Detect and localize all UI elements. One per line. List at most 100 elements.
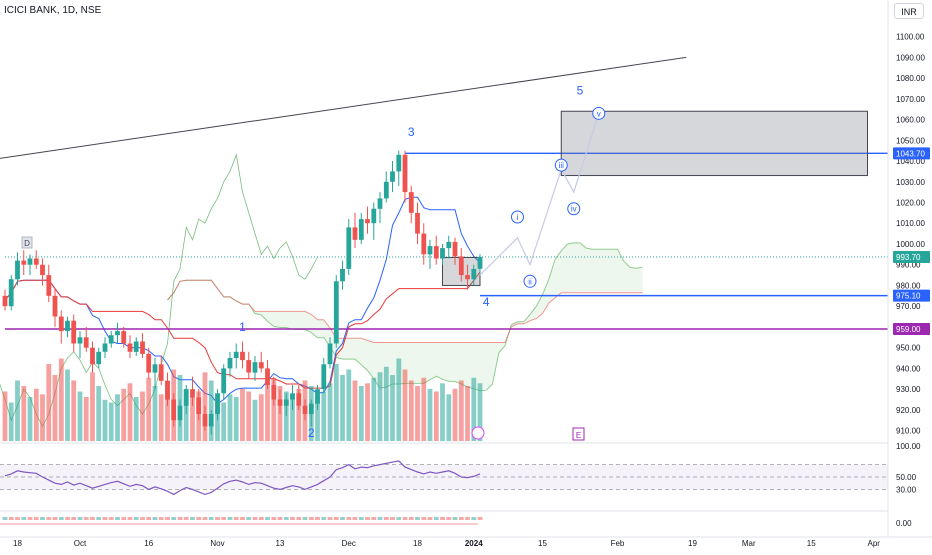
volume-bar xyxy=(71,381,76,442)
lower-indicator-bar xyxy=(409,517,414,520)
lower-indicator-bar xyxy=(271,517,276,520)
lower-indicator-bar xyxy=(15,517,20,520)
candle-body xyxy=(271,385,276,400)
lower-indicator-bar xyxy=(465,517,470,520)
lower-indicator-bar xyxy=(278,517,283,520)
candle-body xyxy=(315,389,320,404)
drawing-boxes[interactable] xyxy=(443,111,868,285)
price-tick: 940.00 xyxy=(896,364,921,373)
lower-indicator-bar xyxy=(215,517,220,520)
subwave-label-5: v xyxy=(597,109,601,118)
cloud-fill xyxy=(168,243,643,391)
lower-indicator-bar xyxy=(434,517,439,520)
price-tick: 1090.00 xyxy=(896,53,925,62)
volume-bar xyxy=(428,389,433,441)
candle-body xyxy=(59,317,64,332)
candle-body xyxy=(446,242,451,248)
volume-bar xyxy=(96,386,101,441)
volume-bar xyxy=(221,403,226,442)
candle-body xyxy=(40,265,45,275)
volume-bar xyxy=(228,394,233,441)
lower-indicator-bar xyxy=(228,517,233,520)
candle-body xyxy=(346,227,351,269)
lower-tick: 0.00 xyxy=(896,519,912,528)
price-tick: 910.00 xyxy=(896,427,921,436)
wave-label-3: 3 xyxy=(408,125,415,139)
candle-body xyxy=(121,331,126,343)
lower-indicator-bar xyxy=(78,517,83,520)
time-label: 18 xyxy=(413,539,422,548)
volume-bar xyxy=(134,397,139,441)
volume-bar xyxy=(371,378,376,441)
candle-body xyxy=(228,358,233,368)
volume-bar xyxy=(421,378,426,441)
lower-indicator-bar xyxy=(284,517,289,520)
candle-body xyxy=(215,393,220,414)
time-axis[interactable]: 18Oct16Nov13Dec18202415Feb19Mar15Apr15 xyxy=(0,537,932,548)
lower-indicator-bar xyxy=(165,517,170,520)
lower-indicator-bar xyxy=(371,517,376,520)
wave-label-5: 5 xyxy=(577,84,584,98)
volume-bar xyxy=(259,394,264,441)
currency-button[interactable]: INR xyxy=(894,3,924,19)
candle-body xyxy=(159,364,164,381)
lower-indicator-bar xyxy=(453,517,458,520)
volume-bar xyxy=(121,389,126,441)
candle-body xyxy=(34,259,39,265)
lower-indicator-bar xyxy=(46,517,51,520)
lower-indicator-bar xyxy=(446,517,451,520)
price-tick: 1020.00 xyxy=(896,199,925,208)
candle-body xyxy=(21,261,26,265)
volume-bar xyxy=(78,392,83,442)
lower-indicator-bar xyxy=(234,517,239,520)
price-tag-label-2: 993.70 xyxy=(896,253,921,262)
candle-body xyxy=(415,213,420,234)
price-tick: 1030.00 xyxy=(896,178,925,187)
lower-indicator-bar xyxy=(365,517,370,520)
volume-bar xyxy=(440,383,445,441)
lower-indicator-bar xyxy=(96,517,101,520)
candle-body xyxy=(103,344,108,352)
volume-bar xyxy=(84,397,89,441)
lower-indicator-bar xyxy=(28,517,33,520)
volume-bar xyxy=(3,392,8,442)
price-tag-label-1: 1043.70 xyxy=(896,149,925,158)
subwave-label-2: ii xyxy=(528,277,532,286)
time-label: Mar xyxy=(742,539,756,548)
lower-indicator-bar xyxy=(334,517,339,520)
lower-indicator-bar xyxy=(328,517,333,520)
candle-body xyxy=(321,364,326,389)
volume-bar xyxy=(378,372,383,441)
price-tick: 1000.00 xyxy=(896,240,925,249)
candle-body xyxy=(15,261,20,280)
volume-bar xyxy=(146,378,151,441)
lower-indicator-bar xyxy=(321,517,326,520)
volume-bar xyxy=(34,389,39,441)
symbol-title[interactable]: ICICI BANK, 1D, NSE xyxy=(4,5,101,16)
candle-body xyxy=(296,393,301,405)
lower-indicator-bar xyxy=(34,517,39,520)
volume-bar xyxy=(40,394,45,441)
lower-indicator-bar xyxy=(59,517,64,520)
volume-bar xyxy=(59,359,64,442)
volume-bar xyxy=(15,381,20,442)
volume-bar xyxy=(384,367,389,441)
time-label: 15 xyxy=(538,539,547,548)
candle-body xyxy=(378,198,383,208)
lower-indicator-bar xyxy=(109,517,114,520)
lower-indicator-bar xyxy=(378,517,383,520)
lower-indicator-bar xyxy=(178,517,183,520)
candle-body xyxy=(109,335,114,343)
lower-indicator-bar xyxy=(65,517,70,520)
candle-body xyxy=(309,404,314,414)
lower-indicator-bar xyxy=(9,517,14,520)
lower-indicator-bar xyxy=(478,517,483,520)
lower-indicator-bar xyxy=(346,517,351,520)
lower-indicator-bar xyxy=(221,517,226,520)
price-axis[interactable]: 1100.001090.001080.001070.001060.001050.… xyxy=(888,0,930,537)
wave-label-1: 1 xyxy=(239,320,246,334)
volume-bar xyxy=(396,359,401,442)
volume-bar xyxy=(453,389,458,441)
